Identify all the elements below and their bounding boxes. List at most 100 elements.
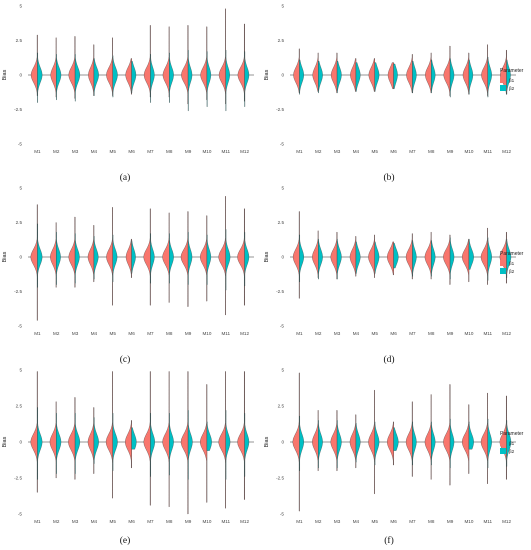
y-tick-label: 2.5 (16, 38, 23, 43)
x-tick-label: M2 (315, 331, 322, 336)
violin-b2 (56, 232, 61, 285)
y-axis-title: Bias (264, 436, 270, 447)
violin-b1 (350, 58, 357, 92)
violin-b2 (93, 236, 99, 280)
violin-b1 (424, 394, 432, 480)
violin-b2 (244, 232, 250, 287)
violin-b1 (330, 52, 338, 94)
y-tick-label: -2.5 (276, 107, 284, 112)
x-tick-label: M2 (53, 331, 60, 336)
x-tick-label: M3 (334, 519, 341, 524)
violin-b2 (150, 54, 155, 103)
violin-b1 (349, 414, 357, 469)
x-tick-label: M4 (353, 331, 360, 336)
legend-key-b1 (500, 77, 506, 83)
x-tick-label: M12 (240, 331, 249, 336)
violin-b2 (56, 413, 62, 474)
violin-b1 (349, 236, 357, 277)
y-tick-label: -5 (280, 142, 285, 147)
violin-b1 (462, 404, 470, 474)
violin-b2 (225, 229, 231, 291)
violin-b1 (68, 397, 76, 480)
x-tick-label: M12 (502, 331, 511, 336)
violin-b2 (412, 240, 417, 277)
violin-panel-d: Bias 5 2.5 0 -2.5 -5 M1 M2 M3 M4 M5 M6 M7 M8 M9 M10 M11 M… (262, 182, 522, 340)
x-tick-label: M10 (202, 149, 211, 154)
legend-label-b2: β2 (509, 85, 515, 91)
y-axis-title: Bias (2, 69, 8, 80)
x-tick-label: M3 (72, 149, 79, 154)
violin-b1 (200, 384, 208, 503)
y-tick-label: 0 (281, 255, 284, 260)
violin-b2 (37, 223, 43, 288)
violin-b2 (74, 413, 80, 474)
x-tick-label: M11 (221, 331, 230, 336)
violin-chart-b: Bias 5 2.5 0 -2.5 -5 M1 M2 M3 M4 M5 M6 M7 M8 M9 M10 M11 M… (264, 4, 516, 154)
violin-b1 (443, 384, 451, 486)
violin-b2 (169, 52, 174, 103)
x-tick-label: M8 (166, 149, 173, 154)
y-tick-label: 0 (19, 73, 22, 78)
violin-b2 (374, 62, 380, 92)
violin-b2 (93, 417, 99, 464)
violin-b2 (131, 61, 137, 94)
y-tick-label: -5 (18, 512, 23, 517)
violin-b1 (443, 234, 451, 285)
x-tick-label: M5 (110, 331, 117, 336)
violin-b2 (206, 421, 212, 451)
y-tick-label: -5 (280, 324, 285, 329)
violin-b2 (355, 62, 361, 92)
y-tick-label: 5 (281, 186, 284, 191)
x-tick-label: M8 (428, 519, 435, 524)
legend-title: Parameter (500, 431, 524, 437)
violin-b2 (37, 52, 43, 103)
x-tick-label: M3 (72, 331, 79, 336)
legend-key-b2 (500, 448, 506, 454)
violin-b2 (206, 234, 212, 285)
y-tick-label: 0 (281, 440, 284, 445)
violin-b1 (180, 211, 189, 307)
legend-key-b2 (500, 268, 506, 274)
violin-b2 (431, 240, 436, 277)
violin-b1 (237, 371, 245, 500)
violin-b2 (299, 234, 304, 282)
x-tick-label: M12 (502, 519, 511, 524)
legend-b: Parameter β1 β2 (500, 68, 523, 92)
x-tick-label: M10 (464, 149, 473, 154)
violin-b2 (225, 410, 231, 480)
x-tick-label: M1 (296, 519, 303, 524)
y-tick-label: -5 (280, 512, 285, 517)
violin-b1 (162, 371, 170, 507)
violin-b1 (218, 8, 226, 105)
violin-b1 (406, 54, 413, 94)
caption-f: (f) (384, 536, 394, 546)
violin-b2 (318, 420, 323, 469)
y-axis-title: Bias (2, 436, 8, 447)
violin-b1 (293, 48, 300, 94)
x-tick-label: M6 (390, 519, 397, 524)
x-tick-label: M4 (91, 149, 98, 154)
violin-b2 (206, 51, 212, 107)
violin-panel-a: Bias 5 2.5 0 -2.5 -5 M1 M2 M3 M4 M5 M6 M7 M8 M9 M10 M11 M… (0, 0, 260, 158)
violin-b2 (431, 421, 436, 466)
y-axis-title: Bias (264, 251, 270, 262)
x-tick-label: M10 (202, 331, 211, 336)
x-tick-label: M11 (221, 149, 230, 154)
violin-b1 (68, 216, 76, 288)
legend-label-b1: β1 (509, 440, 515, 446)
y-tick-label: 2.5 (278, 38, 285, 43)
violin-b2 (299, 59, 304, 95)
violin-b2 (318, 61, 323, 94)
violin-b2 (336, 238, 342, 280)
violin-b1 (200, 26, 208, 100)
violin-b1 (443, 45, 451, 96)
y-tick-label: 2.5 (278, 404, 285, 409)
violin-b2 (412, 61, 417, 94)
violin-b2 (56, 54, 62, 100)
violin-b2 (336, 61, 342, 94)
x-tick-label: M9 (447, 519, 454, 524)
x-tick-label: M3 (72, 519, 79, 524)
caption-b: (b) (383, 173, 395, 183)
legend-label-b2: β2 (509, 448, 515, 454)
violin-b2 (187, 232, 193, 285)
